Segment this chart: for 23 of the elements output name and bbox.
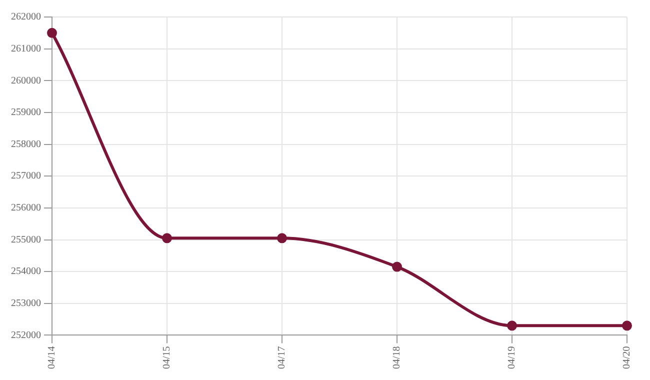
y-tick-label: 260000: [11, 75, 41, 86]
y-tick-label: 262000: [11, 12, 41, 23]
x-tick-label: 04/20: [622, 346, 633, 370]
x-tick-label: 04/19: [506, 346, 518, 370]
y-tick-label: 255000: [11, 234, 41, 246]
y-tick-label: 256000: [11, 202, 41, 214]
point: [392, 262, 402, 272]
point: [277, 233, 287, 244]
y-tick-label: 252000: [11, 330, 41, 341]
y-tick-label: 261000: [11, 43, 41, 54]
point: [507, 320, 517, 331]
point: [162, 233, 172, 244]
x-tick-label: 04/15: [162, 346, 173, 370]
point: [47, 28, 57, 38]
y-tick-label: 257000: [11, 170, 41, 182]
x-tick-label: 04/18: [392, 346, 403, 370]
y-tick-label: 254000: [11, 266, 41, 278]
y-tick-label: 253000: [11, 298, 41, 310]
y-tick-label: 259000: [11, 107, 41, 118]
y-tick-label: 258000: [11, 138, 41, 150]
x-tick-label: 04/17: [276, 346, 288, 370]
point: [622, 320, 632, 331]
x-tick-label: 04/14: [46, 346, 58, 370]
